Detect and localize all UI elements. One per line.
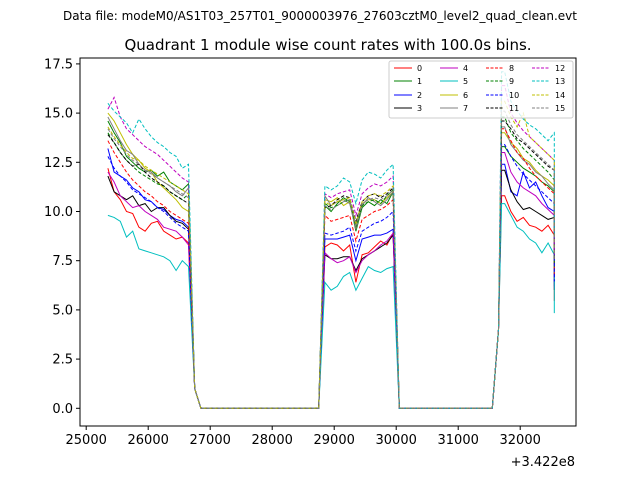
x-tick-label: 25000 <box>66 433 107 448</box>
legend-label-4: 4 <box>463 64 468 73</box>
series-line-6 <box>107 112 555 409</box>
x-offset-label: +3.422e8 <box>511 455 575 470</box>
x-tick-label: 32000 <box>500 433 541 448</box>
legend-label-13: 13 <box>555 77 565 86</box>
series-line-12 <box>107 85 555 409</box>
y-tick-label: 2.5 <box>52 353 73 368</box>
series-lines <box>107 71 555 409</box>
legend-label-1: 1 <box>417 77 422 86</box>
series-line-11 <box>107 120 555 409</box>
series-line-7 <box>107 116 555 409</box>
legend-label-9: 9 <box>509 77 514 86</box>
series-line-1 <box>107 120 555 409</box>
plot-area <box>79 57 577 427</box>
x-tick-label: 26000 <box>128 433 169 448</box>
y-tick-label: 10.0 <box>44 205 73 220</box>
axes-frame <box>79 57 577 427</box>
x-tick-label: 28000 <box>252 433 293 448</box>
suptitle: Data file: modeM0/AS1T03_257T01_90000039… <box>63 9 577 23</box>
legend-label-15: 15 <box>555 104 565 113</box>
series-line-9 <box>107 116 555 409</box>
y-tick-label: 17.5 <box>44 57 73 72</box>
legend-label-5: 5 <box>463 77 468 86</box>
legend-label-2: 2 <box>417 91 422 100</box>
y-tick-label: 5.0 <box>52 303 73 318</box>
y-tick-label: 0.0 <box>52 402 73 417</box>
series-line-8 <box>107 128 555 409</box>
series-line-14 <box>107 100 555 409</box>
axes-ticks: 25000 26000 27000 28000 29000 30000 31000 32000… <box>44 57 541 448</box>
x-tick-label: 30000 <box>376 433 417 448</box>
legend-label-14: 14 <box>555 91 565 100</box>
legend-label-8: 8 <box>509 64 514 73</box>
x-tick-label: 27000 <box>190 433 231 448</box>
y-tick-label: 7.5 <box>52 254 73 269</box>
legend-label-6: 6 <box>463 91 468 100</box>
legend-frame <box>388 60 574 119</box>
legend-label-7: 7 <box>463 104 468 113</box>
legend-label-0: 0 <box>417 64 422 73</box>
legend-label-10: 10 <box>509 91 519 100</box>
legend-label-12: 12 <box>555 64 565 73</box>
y-tick-label: 12.5 <box>44 156 73 171</box>
x-tick-label: 29000 <box>314 433 355 448</box>
series-line-5 <box>107 203 555 409</box>
series-line-0 <box>107 168 555 409</box>
series-line-2 <box>107 148 555 409</box>
legend-label-3: 3 <box>417 104 422 113</box>
series-line-10 <box>107 144 555 409</box>
chart-title: Quadrant 1 module wise count rates with … <box>124 36 531 54</box>
series-line-13 <box>107 71 555 409</box>
series-line-4 <box>107 152 555 409</box>
x-tick-label: 31000 <box>438 433 479 448</box>
series-line-15 <box>107 110 555 409</box>
legend-label-11: 11 <box>509 104 519 113</box>
y-tick-label: 15.0 <box>44 107 73 122</box>
